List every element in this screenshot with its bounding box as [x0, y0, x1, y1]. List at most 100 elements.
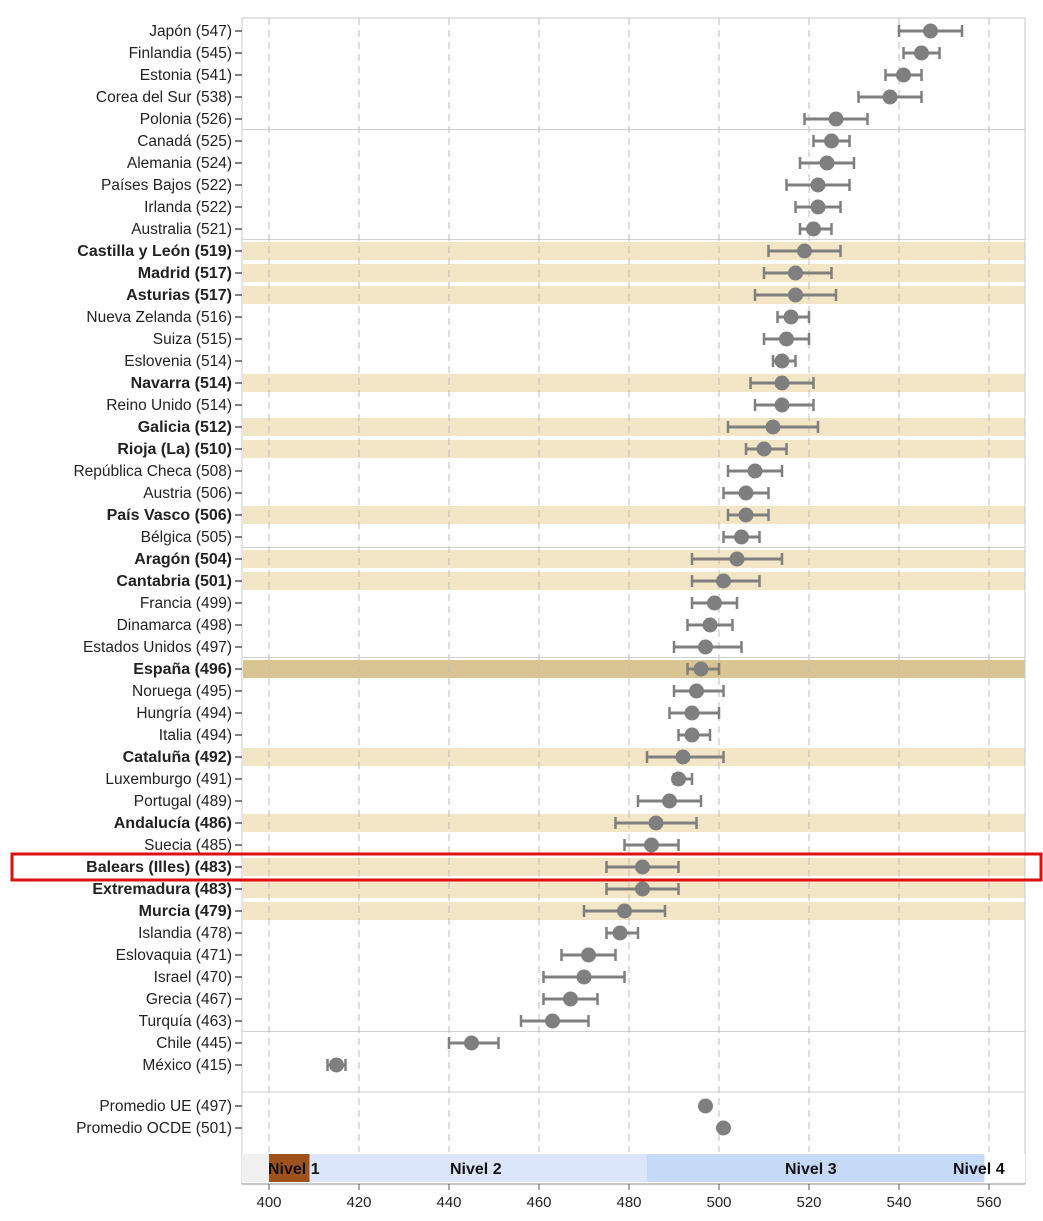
- data-point: [797, 243, 812, 259]
- data-point: [612, 925, 628, 941]
- row-label: Chile (445): [156, 1035, 232, 1052]
- highlight-band: [243, 264, 1025, 282]
- row-label: Eslovaquia (471): [116, 947, 232, 964]
- x-tick-label: 440: [436, 1194, 461, 1211]
- row-label: Francia (499): [140, 595, 232, 612]
- data-point: [923, 23, 938, 39]
- data-point: [774, 375, 790, 391]
- row-label: Dinamarca (498): [117, 617, 232, 634]
- level-label: Nivel 2: [450, 1161, 502, 1178]
- row-label: Reino Unido (514): [106, 397, 232, 414]
- row-label: Turquía (463): [139, 1013, 232, 1030]
- gridlines: [241, 17, 1026, 1185]
- row-label: Promedio UE (497): [99, 1098, 232, 1115]
- data-point: [819, 155, 835, 171]
- row-label: México (415): [142, 1057, 232, 1074]
- row-label: Asturias (517): [126, 287, 232, 304]
- data-point: [810, 177, 826, 193]
- data-point: [788, 287, 803, 303]
- data-point: [563, 991, 578, 1007]
- row-label: Polonia (526): [140, 111, 232, 128]
- data-point: [765, 419, 781, 435]
- level-bar: Nivel 1 Nivel 2 Nivel 3 Nivel 4: [242, 1154, 1025, 1182]
- data-point: [774, 353, 790, 369]
- data-point: [644, 837, 659, 853]
- data-marks: [10, 23, 1043, 1136]
- row-label: Grecia (467): [146, 991, 232, 1008]
- data-point: [617, 903, 632, 919]
- x-tick-label: 560: [976, 1194, 1001, 1211]
- row-label: Andalucía (486): [114, 815, 232, 832]
- row-label: Balears (Illes) (483): [86, 859, 232, 876]
- row-label: Estonia (541): [140, 67, 232, 84]
- data-point: [896, 67, 911, 83]
- row-label: Portugal (489): [134, 793, 232, 810]
- x-tick-label: 420: [346, 1194, 371, 1211]
- row-label: Cataluña (492): [123, 749, 232, 766]
- data-point: [698, 639, 713, 655]
- data-point: [828, 111, 844, 127]
- highlight-band: [243, 242, 1025, 260]
- data-point: [675, 749, 691, 765]
- row-label: Islandia (478): [138, 925, 232, 942]
- data-point: [810, 199, 826, 215]
- row-label: España (496): [133, 661, 232, 678]
- row-label: País Vasco (506): [107, 507, 232, 524]
- row-label: Rioja (La) (510): [117, 441, 232, 458]
- data-point: [824, 133, 839, 149]
- row-label: Luxemburgo (491): [105, 771, 232, 788]
- row-label: Castilla y León (519): [77, 243, 232, 260]
- highlight-bands: [243, 242, 1025, 920]
- level-band: [647, 1154, 985, 1182]
- x-tick-label: 540: [886, 1194, 911, 1211]
- level-label: Nivel 4: [953, 1161, 1005, 1178]
- data-point: [581, 947, 596, 963]
- data-point: [738, 485, 754, 501]
- data-point: [806, 221, 821, 237]
- data-point: [747, 463, 763, 479]
- data-point: [684, 727, 700, 743]
- row-label: Navarra (514): [131, 375, 232, 392]
- row-label: Israel (470): [154, 969, 232, 986]
- highlight-band: [243, 572, 1025, 590]
- data-point: [882, 89, 898, 105]
- highlight-band: [243, 440, 1025, 458]
- row-label: Eslovenia (514): [124, 353, 232, 370]
- data-point: [635, 881, 650, 897]
- highlight-band: [243, 374, 1025, 392]
- data-point: [738, 507, 754, 523]
- data-point: [702, 617, 718, 633]
- row-label: Hungría (494): [136, 705, 232, 722]
- data-point: [698, 1098, 713, 1114]
- level-band: [984, 1154, 1025, 1182]
- row-label: Japón (547): [149, 23, 232, 40]
- highlight-band: [243, 418, 1025, 436]
- data-point: [707, 595, 722, 611]
- row-label: Irlanda (522): [144, 199, 232, 216]
- row-label: Italia (494): [159, 727, 232, 744]
- row-label: Aragón (504): [134, 551, 232, 568]
- x-axis: 400 420 440 460 480 500 520 540 560: [242, 1183, 1025, 1211]
- highlight-band: [243, 660, 1025, 678]
- row-label: Alemania (524): [127, 155, 232, 172]
- data-point: [788, 265, 803, 281]
- data-point: [734, 529, 749, 545]
- row-label: Australia (521): [131, 221, 232, 238]
- row-label: Madrid (517): [138, 265, 232, 282]
- x-tick-label: 520: [796, 1194, 821, 1211]
- data-point: [635, 859, 650, 875]
- x-tick-label: 460: [526, 1194, 551, 1211]
- data-point: [684, 705, 700, 721]
- highlight-band: [243, 506, 1025, 524]
- data-point: [648, 815, 664, 831]
- row-label: Austria (506): [143, 485, 232, 502]
- row-label: Murcia (479): [139, 903, 232, 920]
- data-point: [545, 1013, 560, 1029]
- x-tick-label: 400: [256, 1194, 281, 1211]
- row-labels: Japón (547) Finlandia (545) Estonia (541) C…: [73, 23, 242, 1137]
- row-label: Bélgica (505): [141, 529, 232, 546]
- row-label: Cantabria (501): [116, 573, 232, 590]
- x-tick-label: 480: [616, 1194, 641, 1211]
- data-point: [689, 683, 704, 699]
- data-point: [671, 771, 686, 787]
